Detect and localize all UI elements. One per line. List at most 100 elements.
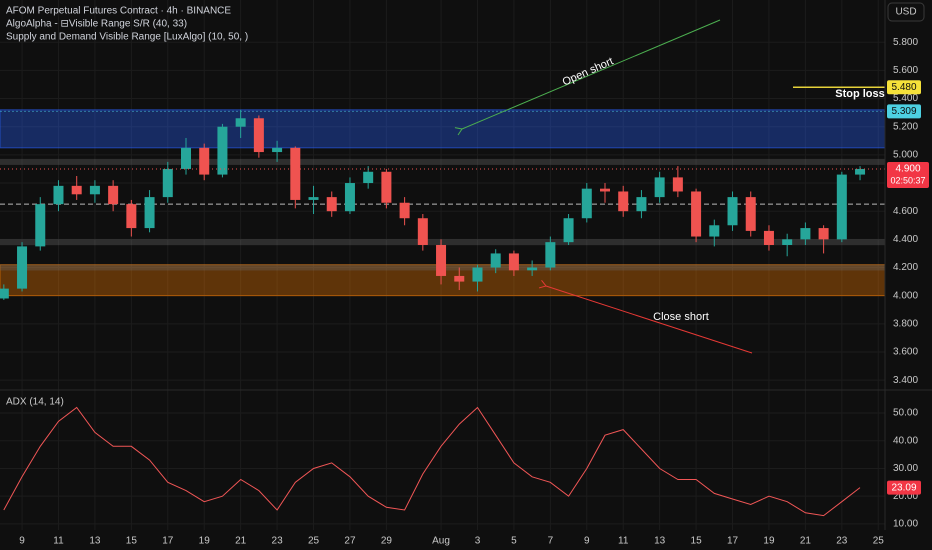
x-tick-label: 29 <box>381 536 393 547</box>
candle-body <box>53 185 64 205</box>
currency-button[interactable] <box>887 2 925 22</box>
x-tick-label: 3 <box>475 536 481 547</box>
level-band <box>0 158 885 165</box>
x-tick-label: Aug <box>432 536 450 547</box>
candle-body <box>272 147 283 153</box>
candle-body <box>399 202 410 219</box>
x-tick-label: 15 <box>126 536 138 547</box>
candle-body <box>545 242 556 268</box>
candle-body <box>217 126 228 175</box>
candle-body <box>782 239 793 245</box>
zone <box>0 109 886 149</box>
candle-body <box>308 197 319 200</box>
y-tick-label: 20.00 <box>893 491 918 502</box>
candle-body <box>709 225 720 237</box>
x-tick-label: 13 <box>89 536 101 547</box>
y-tick-label: 30.00 <box>893 463 918 474</box>
candle-body <box>654 177 665 198</box>
x-tick-label: 25 <box>873 536 885 547</box>
candle-body <box>180 147 191 169</box>
y-tick-label: 5.800 <box>893 37 918 48</box>
candle-body <box>636 197 647 212</box>
candle-body <box>472 267 483 282</box>
x-tick-label: 5 <box>511 536 517 547</box>
y-tick-label: 5.600 <box>893 65 918 76</box>
x-tick-label: 19 <box>763 536 775 547</box>
countdown: 02:50:37 <box>890 175 925 185</box>
x-tick-label: 9 <box>584 536 590 547</box>
candle-body <box>381 171 392 203</box>
x-tick-label: 7 <box>548 536 554 547</box>
price-badge <box>887 104 921 119</box>
y-tick-label: 4.200 <box>893 262 918 273</box>
adx-line <box>3 406 861 517</box>
y-tick-label: 40.00 <box>893 435 918 446</box>
candle-body <box>17 246 28 289</box>
candle-body <box>326 197 337 212</box>
candle-body <box>454 275 465 282</box>
currency-label[interactable]: USD <box>895 7 916 18</box>
candle-body <box>836 174 847 240</box>
x-tick-label: 23 <box>272 536 284 547</box>
y-tick-label: 5.000 <box>893 150 918 161</box>
candle-body <box>253 118 264 153</box>
y-tick-label: 3.800 <box>893 318 918 329</box>
candle-body <box>0 288 9 299</box>
level-band <box>0 239 885 246</box>
candle-body <box>363 171 374 184</box>
candle-body <box>745 197 756 231</box>
candle-body <box>108 185 119 205</box>
candle-body <box>290 147 301 200</box>
candle-body <box>144 197 155 229</box>
x-tick-label: 15 <box>691 536 703 547</box>
indicator-label: Supply and Demand Visible Range [LuxAlgo… <box>6 32 248 43</box>
y-tick-label: 50.00 <box>893 408 918 419</box>
value-badge-label: 23.09 <box>891 482 916 493</box>
candle-body <box>199 147 210 175</box>
candle-body <box>727 197 738 226</box>
candle-body <box>855 168 866 175</box>
price-badge <box>887 80 921 95</box>
candle-body <box>344 183 355 212</box>
candle-body <box>563 218 574 243</box>
x-tick-label: 19 <box>199 536 211 547</box>
x-tick-label: 17 <box>727 536 739 547</box>
x-tick-label: 21 <box>800 536 812 547</box>
y-tick-label: 4.600 <box>893 206 918 217</box>
candle-body <box>818 228 829 240</box>
candle-body <box>527 267 538 271</box>
x-tick-label: 11 <box>618 536 629 547</box>
indicator-label: AlgoAlpha - ⊟Visible Range S/R (40, 33) <box>6 19 187 30</box>
price-badge-label: 5.309 <box>891 106 916 117</box>
y-tick-label: 5.400 <box>893 93 918 104</box>
y-tick-label: 4.400 <box>893 234 918 245</box>
candle-body <box>89 185 100 195</box>
candle-body <box>618 191 629 212</box>
y-tick-label: 3.600 <box>893 347 918 358</box>
x-tick-label: 23 <box>836 536 848 547</box>
pane-title: ADX (14, 14) <box>6 397 64 408</box>
candle-body <box>162 168 173 198</box>
candle-body <box>417 218 428 245</box>
x-tick-label: 27 <box>344 536 356 547</box>
x-tick-label: 25 <box>308 536 320 547</box>
annotation: Stop loss <box>835 88 885 100</box>
candle-body <box>490 253 501 268</box>
y-tick-label: 3.400 <box>893 375 918 386</box>
y-tick-label: 10.00 <box>893 519 918 530</box>
close-short-arrow <box>538 280 753 354</box>
x-tick-label: 11 <box>53 536 64 547</box>
price-badge-label: 5.480 <box>891 82 916 93</box>
x-tick-label: 21 <box>235 536 247 547</box>
candle-body <box>35 204 46 247</box>
candle-body <box>436 244 447 276</box>
open-short-arrow <box>454 19 721 136</box>
x-tick-label: 13 <box>654 536 666 547</box>
candle-body <box>508 253 519 271</box>
price-badge-label: 4.900 <box>895 164 920 175</box>
y-tick-label: 4.000 <box>893 290 918 301</box>
annotation: Close short <box>653 311 709 323</box>
chart-header-title: AFOM Perpetual Futures Contract · 4h · B… <box>6 6 231 17</box>
